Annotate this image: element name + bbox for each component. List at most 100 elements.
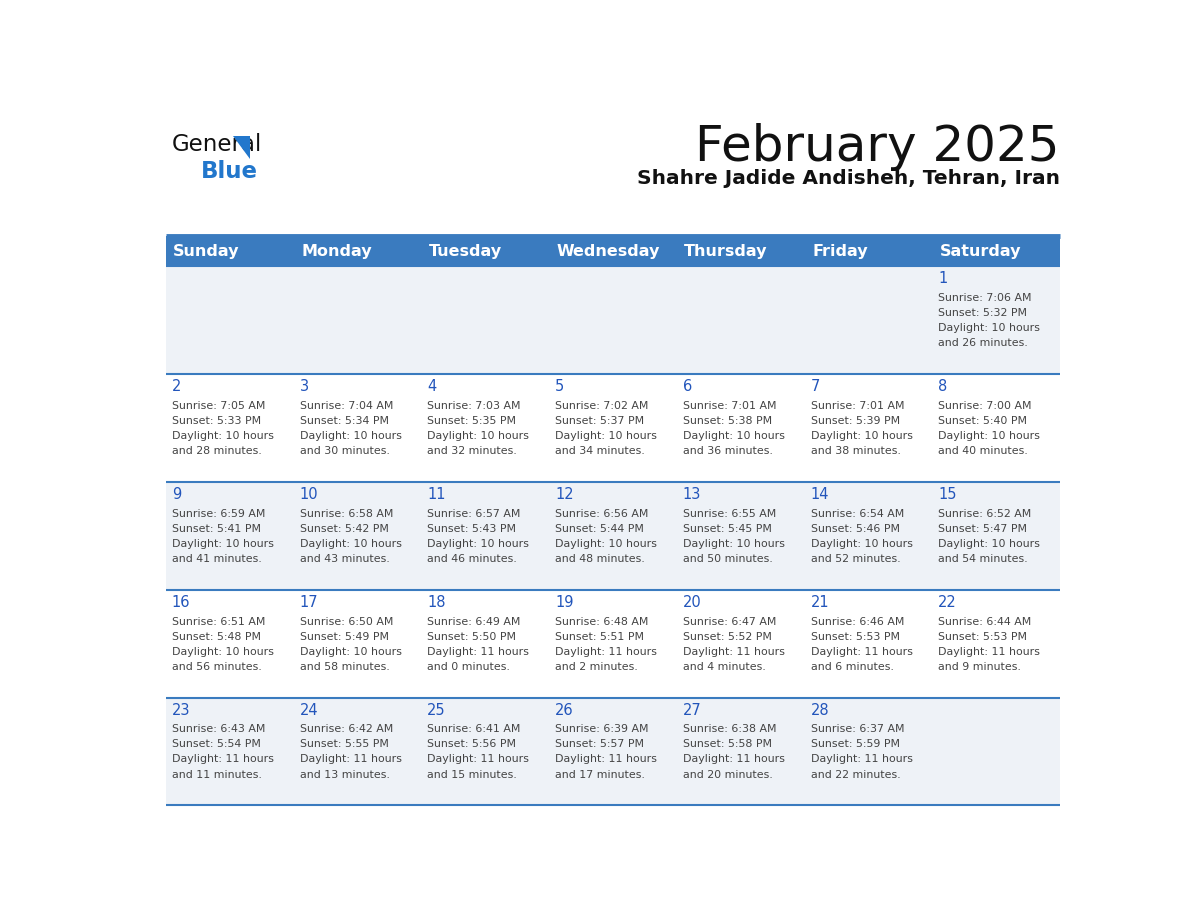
Text: Daylight: 11 hours: Daylight: 11 hours <box>683 646 785 656</box>
Text: Sunset: 5:44 PM: Sunset: 5:44 PM <box>555 523 644 533</box>
Text: Daylight: 11 hours: Daylight: 11 hours <box>428 646 530 656</box>
Text: Sunset: 5:42 PM: Sunset: 5:42 PM <box>299 523 388 533</box>
Text: Daylight: 11 hours: Daylight: 11 hours <box>555 646 657 656</box>
Bar <box>165 698 1060 805</box>
Text: Daylight: 10 hours: Daylight: 10 hours <box>810 431 912 441</box>
Text: Daylight: 11 hours: Daylight: 11 hours <box>810 646 912 656</box>
Text: 4: 4 <box>428 379 436 394</box>
Text: and 20 minutes.: and 20 minutes. <box>683 769 772 779</box>
Text: Daylight: 11 hours: Daylight: 11 hours <box>555 755 657 765</box>
Text: and 6 minutes.: and 6 minutes. <box>810 662 893 672</box>
Text: Sunrise: 6:48 AM: Sunrise: 6:48 AM <box>555 617 649 626</box>
Text: Sunset: 5:59 PM: Sunset: 5:59 PM <box>810 740 899 749</box>
Text: Sunrise: 7:01 AM: Sunrise: 7:01 AM <box>810 400 904 410</box>
Text: Blue: Blue <box>201 161 258 184</box>
Text: 16: 16 <box>172 595 190 610</box>
Text: Sunset: 5:58 PM: Sunset: 5:58 PM <box>683 740 772 749</box>
Text: Friday: Friday <box>813 243 867 259</box>
Text: Daylight: 10 hours: Daylight: 10 hours <box>810 539 912 549</box>
Text: and 13 minutes.: and 13 minutes. <box>299 769 390 779</box>
Text: 20: 20 <box>683 595 702 610</box>
Text: Sunset: 5:50 PM: Sunset: 5:50 PM <box>428 632 517 642</box>
Text: 25: 25 <box>428 703 446 718</box>
Text: Sunset: 5:53 PM: Sunset: 5:53 PM <box>939 632 1028 642</box>
Text: Sunset: 5:35 PM: Sunset: 5:35 PM <box>428 416 517 426</box>
Text: Sunrise: 7:06 AM: Sunrise: 7:06 AM <box>939 293 1032 303</box>
Text: Sunrise: 6:55 AM: Sunrise: 6:55 AM <box>683 509 776 519</box>
Text: Daylight: 10 hours: Daylight: 10 hours <box>939 431 1041 441</box>
Text: Sunset: 5:49 PM: Sunset: 5:49 PM <box>299 632 388 642</box>
Text: Wednesday: Wednesday <box>557 243 661 259</box>
Text: and 58 minutes.: and 58 minutes. <box>299 662 390 672</box>
Text: Sunset: 5:56 PM: Sunset: 5:56 PM <box>428 740 517 749</box>
Text: Daylight: 10 hours: Daylight: 10 hours <box>555 431 657 441</box>
Text: Sunset: 5:55 PM: Sunset: 5:55 PM <box>299 740 388 749</box>
Text: Daylight: 11 hours: Daylight: 11 hours <box>172 755 273 765</box>
Text: Daylight: 11 hours: Daylight: 11 hours <box>683 755 785 765</box>
Text: Daylight: 10 hours: Daylight: 10 hours <box>939 323 1041 332</box>
Text: 21: 21 <box>810 595 829 610</box>
Text: and 34 minutes.: and 34 minutes. <box>555 445 645 455</box>
Text: Sunrise: 7:00 AM: Sunrise: 7:00 AM <box>939 400 1032 410</box>
Text: and 46 minutes.: and 46 minutes. <box>428 554 517 564</box>
Text: Daylight: 11 hours: Daylight: 11 hours <box>810 755 912 765</box>
Text: 8: 8 <box>939 379 948 394</box>
Text: 18: 18 <box>428 595 446 610</box>
Text: Monday: Monday <box>301 243 372 259</box>
Text: 24: 24 <box>299 703 318 718</box>
Text: Sunrise: 6:41 AM: Sunrise: 6:41 AM <box>428 724 520 734</box>
Text: and 4 minutes.: and 4 minutes. <box>683 662 765 672</box>
Text: Sunset: 5:38 PM: Sunset: 5:38 PM <box>683 416 772 426</box>
Text: 28: 28 <box>810 703 829 718</box>
Text: 2: 2 <box>172 379 181 394</box>
Text: and 38 minutes.: and 38 minutes. <box>810 445 901 455</box>
Text: Daylight: 11 hours: Daylight: 11 hours <box>299 755 402 765</box>
Text: Sunset: 5:54 PM: Sunset: 5:54 PM <box>172 740 260 749</box>
Text: 14: 14 <box>810 487 829 502</box>
Text: Sunset: 5:51 PM: Sunset: 5:51 PM <box>555 632 644 642</box>
Text: 17: 17 <box>299 595 318 610</box>
Bar <box>165 589 1060 698</box>
Text: and 0 minutes.: and 0 minutes. <box>428 662 510 672</box>
Text: and 52 minutes.: and 52 minutes. <box>810 554 901 564</box>
Text: Sunrise: 7:05 AM: Sunrise: 7:05 AM <box>172 400 265 410</box>
Text: Sunday: Sunday <box>173 243 240 259</box>
Text: Daylight: 10 hours: Daylight: 10 hours <box>428 539 530 549</box>
Text: Sunrise: 6:57 AM: Sunrise: 6:57 AM <box>428 509 520 519</box>
Text: and 26 minutes.: and 26 minutes. <box>939 338 1028 348</box>
Text: Sunset: 5:37 PM: Sunset: 5:37 PM <box>555 416 644 426</box>
Text: Sunset: 5:40 PM: Sunset: 5:40 PM <box>939 416 1028 426</box>
Text: Sunrise: 6:49 AM: Sunrise: 6:49 AM <box>428 617 520 626</box>
Text: Daylight: 10 hours: Daylight: 10 hours <box>299 646 402 656</box>
Polygon shape <box>233 137 249 160</box>
Text: Sunrise: 6:47 AM: Sunrise: 6:47 AM <box>683 617 776 626</box>
Text: 12: 12 <box>555 487 574 502</box>
Text: Daylight: 10 hours: Daylight: 10 hours <box>939 539 1041 549</box>
Text: 5: 5 <box>555 379 564 394</box>
Text: Sunset: 5:43 PM: Sunset: 5:43 PM <box>428 523 517 533</box>
Text: 22: 22 <box>939 595 958 610</box>
Text: Sunrise: 6:37 AM: Sunrise: 6:37 AM <box>810 724 904 734</box>
Text: 6: 6 <box>683 379 693 394</box>
Text: and 28 minutes.: and 28 minutes. <box>172 445 261 455</box>
Text: Sunrise: 6:56 AM: Sunrise: 6:56 AM <box>555 509 649 519</box>
Text: Sunset: 5:46 PM: Sunset: 5:46 PM <box>810 523 899 533</box>
Text: and 15 minutes.: and 15 minutes. <box>428 769 517 779</box>
Text: 26: 26 <box>555 703 574 718</box>
Text: Daylight: 10 hours: Daylight: 10 hours <box>555 539 657 549</box>
Text: Sunrise: 6:39 AM: Sunrise: 6:39 AM <box>555 724 649 734</box>
Text: Sunrise: 6:44 AM: Sunrise: 6:44 AM <box>939 617 1031 626</box>
Text: and 17 minutes.: and 17 minutes. <box>555 769 645 779</box>
Text: Daylight: 10 hours: Daylight: 10 hours <box>683 431 785 441</box>
Text: 3: 3 <box>299 379 309 394</box>
Text: Daylight: 10 hours: Daylight: 10 hours <box>683 539 785 549</box>
Text: and 9 minutes.: and 9 minutes. <box>939 662 1022 672</box>
Text: 10: 10 <box>299 487 318 502</box>
Text: Daylight: 10 hours: Daylight: 10 hours <box>172 646 273 656</box>
Text: Sunset: 5:57 PM: Sunset: 5:57 PM <box>555 740 644 749</box>
Text: and 41 minutes.: and 41 minutes. <box>172 554 261 564</box>
Text: 27: 27 <box>683 703 702 718</box>
Text: and 50 minutes.: and 50 minutes. <box>683 554 772 564</box>
Text: 7: 7 <box>810 379 820 394</box>
Text: and 36 minutes.: and 36 minutes. <box>683 445 772 455</box>
